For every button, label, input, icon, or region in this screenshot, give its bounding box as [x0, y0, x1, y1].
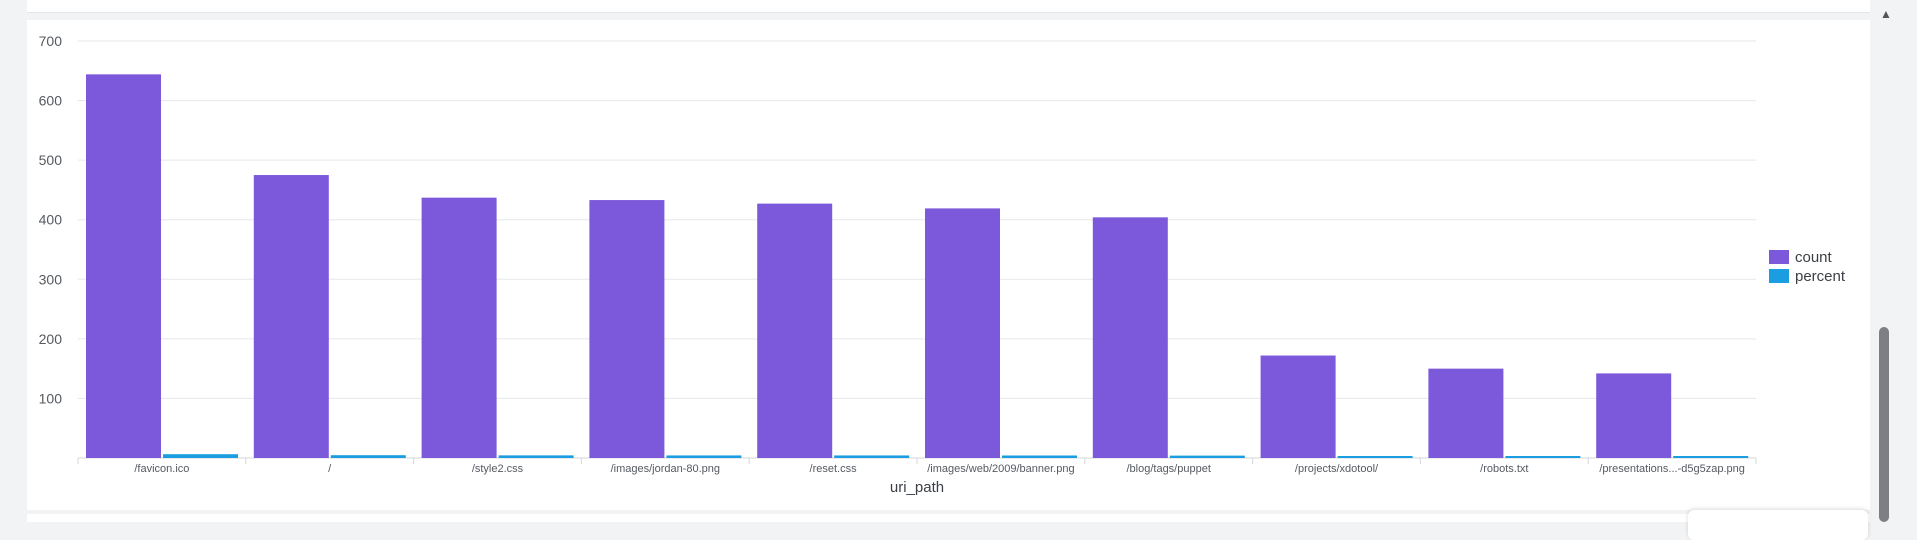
bar-count — [1092, 217, 1168, 458]
x-tick-label: /presentations...-d5g5zap.png — [1599, 463, 1745, 475]
legend-swatch-percent — [1769, 269, 1789, 283]
bar-percent — [1337, 456, 1413, 458]
x-tick-label: /blog/tags/puppet — [1126, 463, 1210, 475]
legend-swatch-count — [1769, 250, 1789, 264]
bar-percent — [1002, 455, 1077, 458]
bar-count — [589, 200, 665, 458]
bar-percent — [1169, 455, 1245, 458]
legend-label-count: count — [1795, 249, 1833, 266]
x-tick-label: /images/web/2009/banner.png — [927, 463, 1074, 475]
x-tick-label: /favicon.ico — [134, 463, 189, 475]
bar-count — [757, 203, 833, 458]
bar-percent — [163, 454, 238, 458]
scroll-up-arrow-icon[interactable]: ▲ — [1880, 7, 1892, 21]
bar-count — [1428, 368, 1504, 458]
bar-count — [421, 197, 497, 458]
bar-percent — [666, 455, 742, 458]
x-tick-label: / — [328, 463, 332, 475]
y-tick-label: 200 — [39, 331, 63, 347]
y-tick-label: 300 — [39, 271, 63, 287]
floating-card — [1688, 510, 1868, 540]
y-tick-label: 400 — [39, 212, 63, 228]
x-axis-title: uri_path — [890, 479, 944, 496]
bar-count — [253, 175, 329, 459]
bar-count — [925, 208, 1000, 458]
bar-chart: 100 200 300 400 500 600 700/favicon.ico / /style… — [39, 33, 1846, 496]
bar-percent — [330, 455, 406, 458]
bar-percent — [498, 455, 574, 458]
x-tick-label: /images/jordan-80.png — [611, 463, 720, 475]
next-panel — [27, 514, 1870, 522]
legend-label-percent: percent — [1795, 268, 1846, 285]
bar-count — [1596, 373, 1672, 458]
x-tick-label: /style2.css — [472, 463, 524, 475]
scrollbar-thumb[interactable] — [1879, 327, 1889, 522]
bar-percent — [834, 455, 910, 458]
bar-count — [86, 74, 161, 459]
y-tick-label: 500 — [39, 152, 63, 168]
previous-panel — [27, 0, 1870, 13]
bar-count — [1260, 355, 1336, 458]
bar-percent — [1505, 456, 1581, 458]
y-tick-label: 600 — [39, 93, 63, 109]
x-tick-label: /projects/xdotool/ — [1295, 463, 1379, 475]
bar-percent — [1673, 456, 1749, 458]
x-tick-label: /robots.txt — [1480, 463, 1528, 475]
y-tick-label: 700 — [39, 33, 63, 49]
y-tick-label: 100 — [39, 390, 63, 406]
x-tick-label: /reset.css — [810, 463, 858, 475]
